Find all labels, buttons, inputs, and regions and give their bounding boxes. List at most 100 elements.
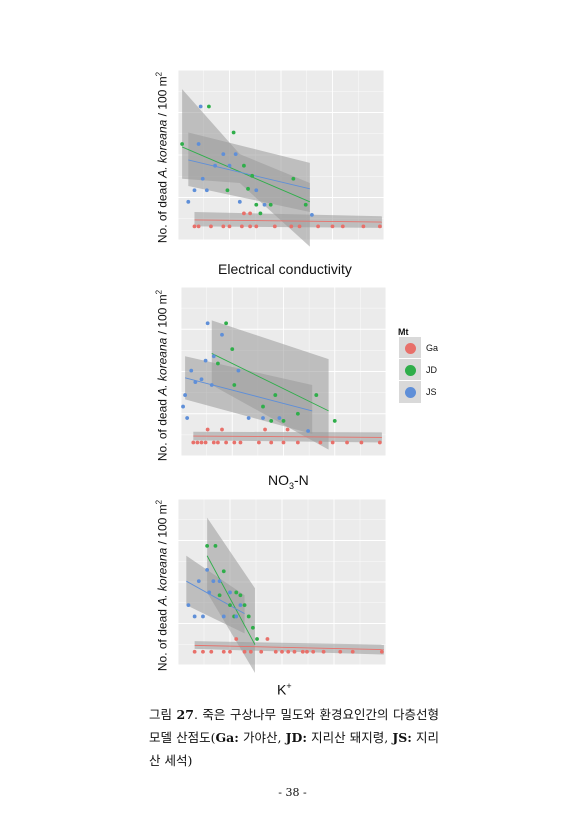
data-point-js — [221, 614, 226, 619]
data-point-ga — [209, 224, 213, 229]
data-point-ga — [239, 224, 244, 229]
data-point-js — [213, 163, 217, 168]
data-point-ga — [234, 637, 239, 641]
data-point-ga — [238, 440, 243, 445]
data-point-jd — [232, 383, 237, 387]
data-point-js — [246, 416, 251, 420]
data-point-js — [193, 380, 198, 385]
chart-panel-no3 — [175, 283, 390, 466]
data-point-jd — [261, 404, 265, 409]
data-point-ga — [242, 649, 247, 654]
data-point-js — [204, 188, 209, 193]
data-point-ga — [285, 427, 290, 432]
data-point-js — [221, 152, 226, 157]
data-point-jd — [205, 543, 210, 548]
data-point-jd — [332, 419, 337, 423]
legend-title: Mt — [398, 327, 409, 337]
data-point-jd — [254, 202, 259, 207]
confidence-band-js — [188, 132, 310, 212]
data-point-jd — [314, 393, 319, 397]
fit-line-ga — [194, 219, 382, 223]
data-point-js — [205, 321, 210, 326]
data-point-js — [211, 579, 216, 584]
legend-item-js: JS — [398, 380, 438, 404]
plot-area-ec — [177, 69, 385, 247]
data-point-js — [217, 579, 222, 584]
x-axis-label-ec: Electrical conductivity — [218, 261, 352, 277]
data-point-ga — [340, 224, 345, 229]
data-point-jd — [238, 593, 243, 598]
data-point-jd — [269, 419, 274, 423]
data-point-ga — [379, 649, 384, 654]
data-point-js — [203, 358, 208, 363]
data-point-ga — [220, 427, 224, 432]
chart-panel-ec — [172, 66, 388, 250]
figure-caption: 그림 27. 죽은 구상나무 밀도와 환경요인간의 다층선형모델 산점도(Ga:… — [149, 707, 440, 768]
data-point-ga — [248, 211, 252, 216]
data-point-jd — [221, 569, 226, 574]
data-point-ga — [195, 440, 200, 445]
x-axis-label-k: K+ — [277, 681, 292, 698]
data-point-js — [220, 332, 224, 337]
data-point-js — [196, 142, 201, 146]
data-point-js — [207, 590, 212, 595]
data-point-js — [186, 603, 191, 608]
data-point-jd — [242, 603, 247, 608]
data-point-ga — [292, 649, 297, 654]
data-point-jd — [225, 188, 230, 193]
data-point-ga — [254, 224, 259, 229]
data-point-ga — [281, 440, 286, 445]
data-point-ga — [228, 649, 232, 654]
data-point-js — [189, 368, 194, 373]
data-point-ga — [297, 224, 302, 229]
data-point-jd — [273, 393, 278, 397]
data-point-ga — [289, 224, 294, 229]
data-point-ga — [321, 649, 326, 654]
legend-marker-js — [404, 386, 416, 398]
data-point-js — [196, 579, 201, 584]
confidence-band-js — [185, 356, 313, 434]
page-number: - 38 - — [278, 786, 307, 799]
data-point-jd — [246, 186, 250, 191]
data-point-jd — [207, 104, 211, 109]
data-point-ga — [377, 440, 382, 445]
data-point-ga — [305, 649, 309, 654]
data-point-js — [211, 354, 216, 359]
chart-panel-k — [172, 495, 390, 675]
data-point-ga — [273, 649, 278, 654]
y-axis-label-ec: No. of dead A. koreana / 100 m2 — [154, 71, 170, 244]
data-point-jd — [268, 202, 273, 207]
data-point-js — [238, 603, 243, 608]
data-point-ga — [269, 440, 274, 445]
x-axis-label-no3: NO3-N — [268, 472, 309, 491]
data-point-ga — [345, 440, 349, 445]
data-point-js — [306, 429, 310, 433]
data-point-js — [209, 383, 214, 387]
data-point-js — [185, 416, 190, 420]
data-point-ga — [211, 440, 216, 445]
data-point-jd — [216, 361, 220, 366]
data-point-ga — [221, 649, 226, 654]
confidence-band-js — [186, 555, 245, 634]
data-point-ga — [199, 440, 204, 445]
data-point-ga — [224, 440, 228, 445]
legend-marker-jd — [404, 364, 416, 376]
data-point-ga — [227, 224, 232, 229]
data-point-ga — [192, 649, 197, 654]
data-point-ga — [316, 224, 320, 229]
fit-line-ga — [194, 644, 384, 651]
fit-line-js — [186, 580, 245, 615]
legend-item-jd: JD — [398, 358, 438, 382]
data-point-ga — [232, 440, 237, 445]
data-point-jd — [250, 625, 255, 630]
data-point-ga — [191, 440, 196, 445]
data-point-js — [186, 199, 191, 204]
data-point-ga — [350, 649, 355, 654]
data-point-jd — [217, 593, 222, 598]
data-point-jd — [281, 419, 286, 423]
data-point-jd — [230, 347, 235, 352]
data-point-js — [262, 202, 267, 207]
fit-line-js — [188, 159, 310, 190]
data-point-jd — [224, 321, 228, 326]
data-point-jd — [258, 211, 263, 216]
